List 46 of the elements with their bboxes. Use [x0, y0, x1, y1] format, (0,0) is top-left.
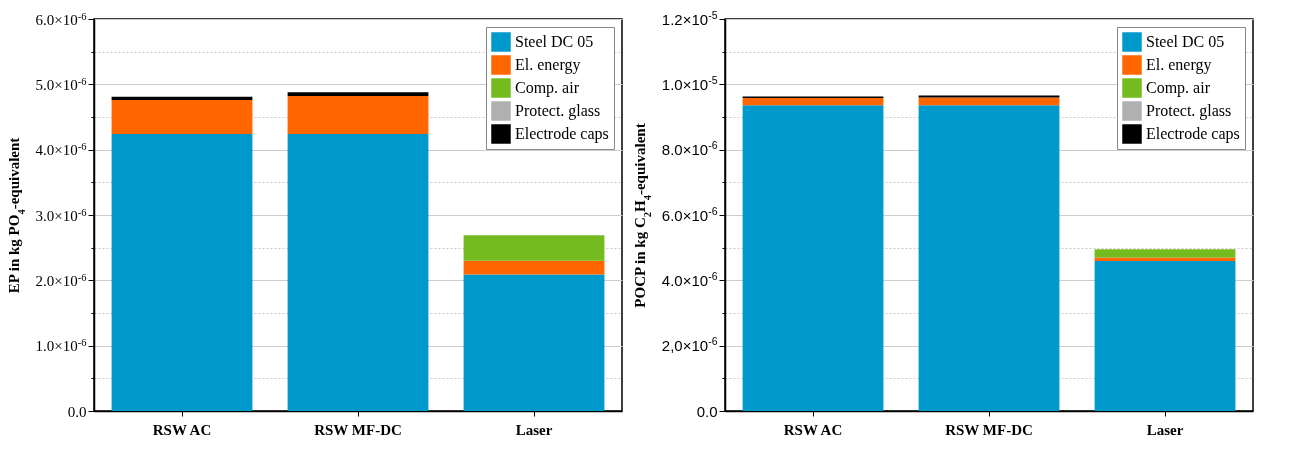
- legend-label: Electrode caps: [515, 125, 609, 143]
- y-tick-label: 1.0×10$^{-6}$: [35, 336, 87, 355]
- y-tick-label: 6.0×10$^{-6}$: [35, 10, 87, 28]
- x-tick-label: Laser: [1146, 421, 1184, 438]
- x-tick-label: RSW AC: [783, 421, 843, 438]
- y-tick-label: 4.0×10$^{-6}$: [35, 140, 87, 159]
- bar: [918, 105, 1060, 411]
- bar: [287, 133, 429, 411]
- x-tick-label: RSW MF-DC: [314, 421, 402, 438]
- bar: [742, 98, 884, 106]
- bar: [463, 235, 605, 261]
- bar: [742, 105, 884, 411]
- bar: [287, 96, 429, 134]
- bar: [463, 260, 605, 275]
- legend-label: Protect. glass: [515, 102, 601, 120]
- legend-label: El. energy: [1146, 56, 1212, 74]
- legend-label: Comp. air: [1146, 79, 1211, 97]
- legend-label: Steel DC 05: [515, 33, 594, 50]
- bar: [111, 133, 253, 411]
- bar: [463, 274, 605, 411]
- bar: [918, 97, 1060, 106]
- legend-label: El. energy: [515, 56, 581, 74]
- y-tick-label: 5.0×10$^{-6}$: [35, 75, 87, 93]
- y-tick-label: 2.0×10$^{-6}$: [35, 271, 87, 289]
- y-tick-label: 3.0×10$^{-6}$: [35, 206, 87, 224]
- bar: [287, 92, 429, 97]
- bar: [1094, 257, 1236, 262]
- x-tick-label: RSW MF-DC: [945, 421, 1033, 438]
- y-tick-label: 0.0: [67, 403, 87, 420]
- y-tick-label: 1.2×10$^{-5}$: [661, 8, 718, 28]
- legend-label: Comp. air: [515, 79, 580, 97]
- legend-label: Electrode caps: [1146, 125, 1240, 143]
- x-tick-label: RSW AC: [152, 421, 212, 438]
- y-tick-label: 2,0×10$^{-6}$: [661, 335, 718, 355]
- y-tick-label: 4.0×10$^{-6}$: [661, 269, 718, 289]
- bar: [1094, 261, 1236, 411]
- y-tick-label: 6.0×10$^{-6}$: [661, 204, 718, 224]
- bar: [111, 100, 253, 134]
- bar: [1094, 249, 1236, 258]
- y-tick-label: 8.0×10$^{-6}$: [661, 139, 718, 159]
- legend-label: Steel DC 05: [1146, 33, 1225, 50]
- y-tick-label: 1.0×10$^{-5}$: [661, 73, 718, 93]
- y-tick-label: 0.0: [696, 402, 718, 420]
- bar: [111, 96, 253, 101]
- x-tick-label: Laser: [515, 421, 553, 438]
- legend-label: Protect. glass: [1146, 102, 1232, 120]
